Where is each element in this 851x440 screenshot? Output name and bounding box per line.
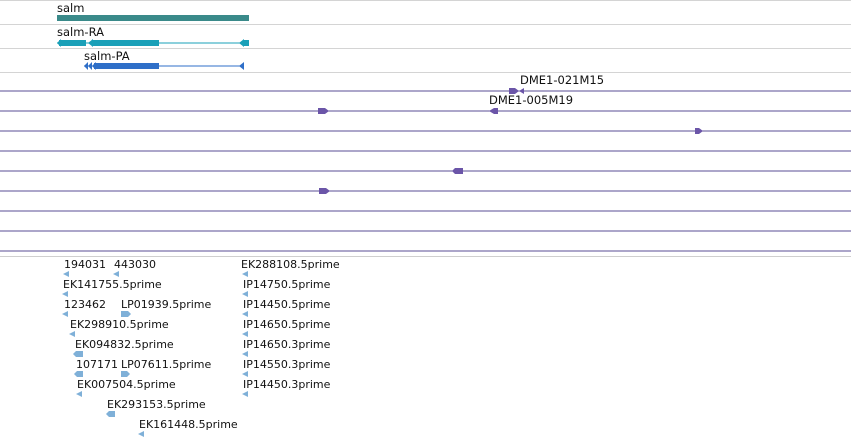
- est-label: EK007504.5prime: [77, 378, 176, 391]
- clone-label: DME1-005M19: [489, 93, 574, 107]
- clone-feature[interactable]: [695, 128, 703, 134]
- est-feature[interactable]: [62, 311, 68, 317]
- est-feature[interactable]: [121, 371, 127, 377]
- track-separator: [0, 0, 851, 1]
- est-feature[interactable]: [76, 351, 83, 357]
- transcript-label: salm-PA: [84, 49, 130, 63]
- est-feature[interactable]: [113, 271, 119, 277]
- clone-feature[interactable]: [452, 168, 463, 174]
- est-feature[interactable]: [138, 431, 144, 437]
- transcript-label: salm-RA: [57, 25, 104, 39]
- est-label: IP14750.5prime: [243, 278, 331, 291]
- clone-feature[interactable]: [318, 108, 329, 114]
- est-label: IP14650.3prime: [243, 338, 331, 351]
- est-feature[interactable]: [242, 271, 248, 277]
- est-label: 194031: [64, 258, 106, 271]
- clone-feature[interactable]: [509, 88, 519, 94]
- est-label: EK161448.5prime: [139, 418, 238, 431]
- est-feature[interactable]: [121, 311, 128, 317]
- est-feature[interactable]: [77, 371, 83, 377]
- est-feature[interactable]: [76, 391, 82, 397]
- track-separator: [0, 72, 851, 73]
- est-feature[interactable]: [242, 391, 248, 397]
- est-label: EK298910.5prime: [70, 318, 169, 331]
- est-feature[interactable]: [242, 331, 248, 337]
- track-separator: [0, 24, 851, 25]
- transcript-feature[interactable]: [84, 62, 244, 70]
- gene-label: salm: [57, 1, 85, 15]
- est-label: 443030: [114, 258, 156, 271]
- gene-feature[interactable]: [57, 15, 249, 21]
- clone-feature[interactable]: [319, 188, 330, 194]
- est-label: IP14550.3prime: [243, 358, 331, 371]
- est-feature[interactable]: [242, 371, 248, 377]
- est-feature[interactable]: [242, 311, 248, 317]
- est-feature[interactable]: [62, 291, 68, 297]
- est-feature[interactable]: [109, 411, 115, 417]
- track-separator: [0, 256, 851, 257]
- est-label: IP14450.5prime: [243, 298, 331, 311]
- est-label: 107171: [76, 358, 118, 371]
- est-label: LP07611.5prime: [121, 358, 212, 371]
- est-label: 123462: [64, 298, 106, 311]
- track-separator: [0, 48, 851, 49]
- est-feature[interactable]: [63, 271, 69, 277]
- est-feature[interactable]: [242, 291, 248, 297]
- est-label: LP01939.5prime: [121, 298, 212, 311]
- clone-feature[interactable]: [489, 108, 498, 114]
- est-label: EK094832.5prime: [75, 338, 174, 351]
- clone-label: DME1-021M15: [520, 73, 605, 87]
- est-label: EK293153.5prime: [107, 398, 206, 411]
- est-label: EK141755.5prime: [63, 278, 162, 291]
- est-label: IP14650.5prime: [243, 318, 331, 331]
- est-feature[interactable]: [242, 351, 248, 357]
- est-feature[interactable]: [69, 331, 75, 337]
- est-label: IP14450.3prime: [243, 378, 331, 391]
- transcript-feature[interactable]: [57, 39, 249, 47]
- est-label: EK288108.5prime: [241, 258, 340, 271]
